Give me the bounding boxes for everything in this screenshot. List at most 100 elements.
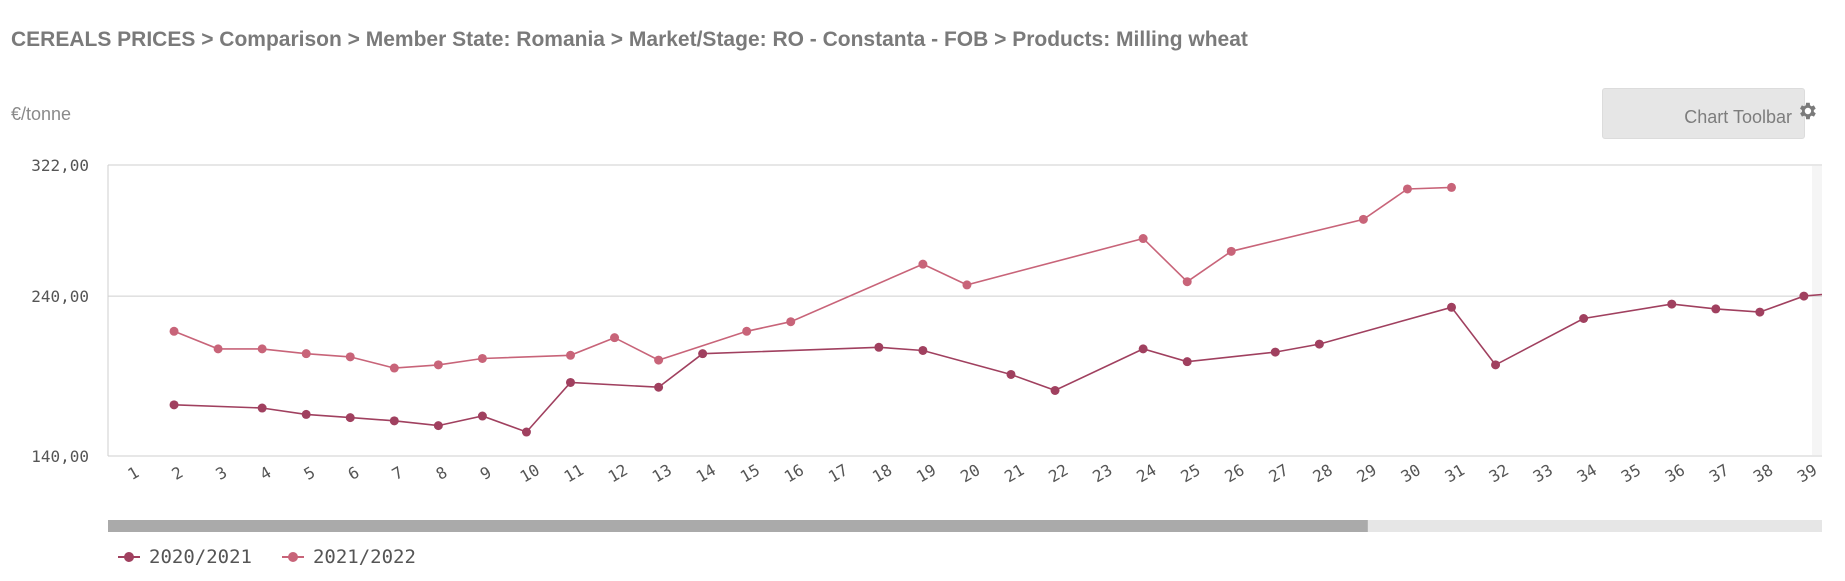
x-tick-label: 16 xyxy=(781,460,807,486)
data-point[interactable] xyxy=(1050,385,1060,395)
gear-icon[interactable] xyxy=(1796,100,1818,122)
data-point[interactable] xyxy=(345,413,355,423)
x-tick-label: 21 xyxy=(1001,460,1027,486)
data-point[interactable] xyxy=(1314,339,1324,349)
data-point[interactable] xyxy=(1182,357,1192,367)
x-tick-label: 32 xyxy=(1486,460,1512,486)
data-point[interactable] xyxy=(918,345,928,355)
legend-label: 2021/2022 xyxy=(312,546,416,568)
data-point[interactable] xyxy=(213,344,223,354)
data-point[interactable] xyxy=(654,355,664,365)
data-point[interactable] xyxy=(301,349,311,359)
data-point[interactable] xyxy=(389,416,399,426)
x-tick-label: 14 xyxy=(693,460,719,486)
data-point[interactable] xyxy=(1755,307,1765,317)
x-tick-label: 5 xyxy=(301,463,319,484)
data-point[interactable] xyxy=(1579,313,1589,323)
data-point[interactable] xyxy=(1270,347,1280,357)
series-line xyxy=(173,186,1452,369)
x-tick-label: 12 xyxy=(605,460,631,486)
x-tick-label: 3 xyxy=(212,463,230,484)
data-point[interactable] xyxy=(389,363,399,373)
data-point[interactable] xyxy=(257,403,267,413)
x-tick-label: 36 xyxy=(1662,460,1688,486)
x-tick-label: 19 xyxy=(913,460,939,486)
x-tick-label: 37 xyxy=(1706,460,1732,486)
x-tick-label: 2 xyxy=(168,463,186,484)
data-point[interactable] xyxy=(566,350,575,360)
data-point[interactable] xyxy=(566,377,575,387)
data-point[interactable] xyxy=(301,409,311,419)
data-point[interactable] xyxy=(1402,184,1412,194)
legend-swatch xyxy=(281,550,304,564)
data-point[interactable] xyxy=(345,352,355,362)
data-point[interactable] xyxy=(1711,304,1721,314)
data-point[interactable] xyxy=(962,280,972,290)
data-point[interactable] xyxy=(257,344,267,354)
x-tick-label: 39 xyxy=(1794,460,1820,486)
x-tick-label: 27 xyxy=(1265,460,1291,486)
data-point[interactable] xyxy=(698,349,708,359)
x-tick-label: 13 xyxy=(649,460,675,486)
data-point[interactable] xyxy=(742,326,752,336)
data-point[interactable] xyxy=(521,427,531,437)
x-tick-label: 26 xyxy=(1221,460,1247,486)
x-tick-label: 22 xyxy=(1045,460,1071,486)
data-point[interactable] xyxy=(477,411,487,421)
x-tick-label: 9 xyxy=(477,463,495,484)
legend-item-2020-2021[interactable]: 2020/2021 xyxy=(118,545,252,569)
data-point[interactable] xyxy=(1358,214,1368,224)
data-point[interactable] xyxy=(918,259,928,269)
data-point[interactable] xyxy=(1799,291,1809,301)
x-tick-label: 29 xyxy=(1354,460,1380,486)
x-tick-label: 34 xyxy=(1574,460,1600,486)
x-tick-label: 17 xyxy=(825,460,851,486)
data-point[interactable] xyxy=(1491,360,1501,370)
page-title: CEREALS PRICES > Comparison > Member Sta… xyxy=(11,28,1248,51)
x-tick-label: 28 xyxy=(1310,460,1336,486)
x-tick-label: 25 xyxy=(1177,460,1203,486)
data-point[interactable] xyxy=(1138,234,1148,244)
data-point[interactable] xyxy=(654,382,664,392)
data-point[interactable] xyxy=(433,360,443,370)
data-point[interactable] xyxy=(1182,277,1192,287)
x-tick-label: 35 xyxy=(1618,460,1644,486)
x-tick-label: 7 xyxy=(389,463,407,484)
data-point[interactable] xyxy=(433,421,443,431)
legend-swatch xyxy=(118,550,140,564)
chart-legend: 2020/2021 2021/2022 xyxy=(118,545,416,569)
data-point[interactable] xyxy=(1006,369,1016,379)
data-point[interactable] xyxy=(1226,246,1236,256)
data-point[interactable] xyxy=(169,326,179,336)
x-tick-label: 38 xyxy=(1750,460,1776,486)
x-tick-label: 24 xyxy=(1133,460,1159,486)
data-point[interactable] xyxy=(1447,302,1456,312)
data-point[interactable] xyxy=(1447,182,1456,192)
x-tick-label: 15 xyxy=(737,460,763,486)
scrollbar-thumb[interactable] xyxy=(108,520,1368,532)
chart-toolbar-button[interactable]: Chart Toolbar xyxy=(1602,88,1805,139)
data-point[interactable] xyxy=(1667,299,1677,309)
data-point[interactable] xyxy=(169,400,179,410)
series-line xyxy=(174,293,1823,433)
x-tick-label: 18 xyxy=(869,460,895,486)
x-tick-label: 4 xyxy=(256,463,274,484)
legend-item-2021-2022[interactable]: 2021/2022 xyxy=(281,545,416,569)
data-point[interactable] xyxy=(1138,344,1148,354)
series-2021-2022 xyxy=(169,182,1456,373)
chart-right-fade xyxy=(1812,166,1822,455)
x-tick-label: 31 xyxy=(1442,460,1468,486)
x-tick-label: 6 xyxy=(345,463,363,484)
y-tick-label: 240,00 xyxy=(31,287,89,306)
x-tick-label: 1 xyxy=(124,463,142,484)
data-point[interactable] xyxy=(874,342,884,352)
x-tick-label: 23 xyxy=(1089,460,1115,486)
data-point[interactable] xyxy=(610,333,620,343)
data-point[interactable] xyxy=(786,317,796,327)
data-point[interactable] xyxy=(477,353,487,363)
legend-label: 2020/2021 xyxy=(149,546,252,568)
series-2020-2021 xyxy=(169,291,1823,437)
y-tick-label: 140,00 xyxy=(31,447,89,466)
x-tick-label: 33 xyxy=(1530,460,1556,486)
